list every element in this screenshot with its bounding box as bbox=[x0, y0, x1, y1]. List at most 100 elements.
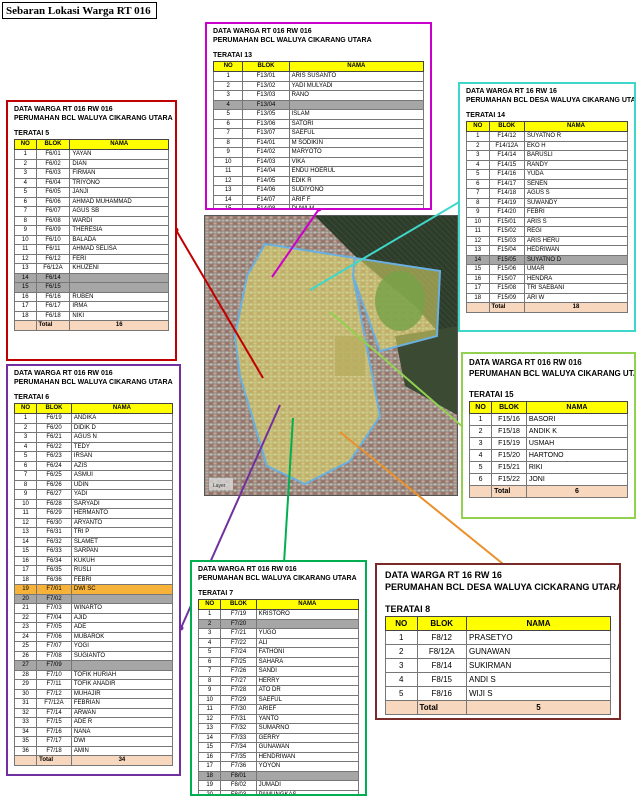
cell-nama: ASMUI bbox=[70, 470, 174, 481]
cell-blok: F14/04 bbox=[242, 166, 290, 177]
cell-nama: NANA bbox=[70, 726, 174, 737]
table-row: 11 F7/30 ARIEF bbox=[197, 704, 360, 715]
cell-no: 12 bbox=[466, 235, 490, 246]
table-row: 2 F7/20 bbox=[197, 618, 360, 629]
table-row: 15 F14/08 DUWI M bbox=[212, 204, 425, 208]
cell-nama: FEBRI bbox=[70, 574, 174, 585]
cell-nama bbox=[70, 593, 174, 604]
cell-blok: F8/01 bbox=[220, 770, 257, 781]
col-no: NO bbox=[212, 61, 244, 72]
cell-no: 5 bbox=[197, 647, 222, 658]
col-no: NO bbox=[468, 401, 493, 414]
cell-nama: M SODIKIN bbox=[288, 137, 425, 148]
panel-teratai-6: DATA WARGA RT 016 RW 016 PERUMAHAN BCL W… bbox=[6, 364, 181, 776]
cell-blok: F8/16 bbox=[416, 686, 467, 701]
cell-no: 15 bbox=[212, 204, 244, 208]
table-row: 8 F14/19 SUWANDY bbox=[466, 197, 629, 208]
table-row: 3 F14/14 BARUSLI bbox=[466, 150, 629, 161]
table-row: 27 F7/09 bbox=[13, 660, 174, 671]
cell-nama: RANDY bbox=[523, 159, 629, 170]
cell-no: 3 bbox=[13, 432, 38, 443]
cell-blok: F14/08 bbox=[242, 204, 290, 208]
cell-no: 16 bbox=[13, 555, 38, 566]
cell-nama: GERRY bbox=[255, 732, 360, 743]
cell-no: 7 bbox=[212, 128, 244, 139]
cell-no: 5 bbox=[13, 451, 38, 462]
cell-blok: F6/01 bbox=[35, 149, 71, 160]
cell-no: 21 bbox=[13, 603, 38, 614]
table-row: 12 F14/05 EDIK R bbox=[212, 175, 425, 186]
cell-blok: F6/14 bbox=[35, 272, 71, 283]
cell-nama: WINARTO bbox=[70, 603, 174, 614]
table-row: 7 F7/26 SANDI bbox=[197, 666, 360, 677]
cell-nama: TOFIK HURIAH bbox=[70, 669, 174, 680]
cell-nama: KHUZENI bbox=[69, 263, 169, 274]
cell-no: 7 bbox=[197, 666, 222, 677]
cell-blok: F7/32 bbox=[220, 723, 257, 734]
cell-blok: F7/33 bbox=[220, 732, 257, 743]
cell-blok: F15/16 bbox=[491, 413, 527, 426]
cell-no: 1 bbox=[466, 131, 490, 142]
cell-nama: YOGI bbox=[70, 641, 174, 652]
cell-nama: FERI bbox=[69, 253, 169, 264]
col-blok: BLOK bbox=[416, 616, 467, 631]
table-row: 4 F8/15 ANDI S bbox=[385, 672, 611, 687]
cell-no: 13 bbox=[197, 723, 222, 734]
col-nama: NAMA bbox=[255, 599, 360, 610]
cell-no: 2 bbox=[385, 644, 418, 659]
cell-blok: F14/18 bbox=[488, 188, 525, 199]
table-row: 1 F6/19 ANDIKA bbox=[13, 413, 174, 424]
teratai-label: TERATAI 13 bbox=[213, 52, 253, 59]
table-row: 13 F15/04 HEDRIWAN bbox=[466, 245, 629, 256]
cell-no: 4 bbox=[468, 449, 493, 462]
panel-subheading: PERUMAHAN BCL DESA WALUYA CICKARANG UTAR… bbox=[385, 582, 621, 592]
table-row: 17 F6/17 IRMA bbox=[14, 301, 169, 312]
cell-blok: F7/12A bbox=[36, 698, 72, 709]
cell-blok: F6/35 bbox=[36, 565, 72, 576]
table-row: 10 F6/10 BALADA bbox=[14, 234, 169, 245]
teratai-label: TERATAI 8 bbox=[385, 604, 431, 614]
cell-blok: F6/34 bbox=[36, 555, 72, 566]
cell-no: 6 bbox=[14, 196, 37, 207]
table-row: 12 F6/30 ARYANTO bbox=[13, 517, 174, 528]
cell-blok: F15/21 bbox=[491, 461, 527, 474]
cell-nama: RANO bbox=[288, 90, 425, 101]
table-row: 10 F6/28 SARYADI bbox=[13, 498, 174, 509]
cell-blok: F6/15 bbox=[35, 282, 71, 293]
cell-no: 17 bbox=[13, 565, 38, 576]
cell-blok: F15/02 bbox=[488, 226, 525, 237]
cell-nama: ATO DR bbox=[255, 685, 360, 696]
table-row: 5 F15/21 RIKI bbox=[468, 461, 629, 474]
cell-nama: SAEFUL bbox=[288, 128, 425, 139]
cell-no: 18 bbox=[13, 574, 38, 585]
panel-heading: DATA WARGA RT 016 RW 016 bbox=[469, 358, 582, 367]
table-row: 8 F7/27 HERRY bbox=[197, 675, 360, 686]
cell-blok: F7/17 bbox=[36, 736, 72, 747]
satellite-map[interactable]: Layer bbox=[204, 215, 458, 496]
cell-nama: BARUSLI bbox=[523, 150, 629, 161]
table-row: 4 F13/04 bbox=[212, 99, 425, 110]
cell-nama: EKO H bbox=[523, 140, 629, 151]
table-row: 4 F6/04 TRIYONO bbox=[14, 177, 169, 188]
table-row: 33 F7/15 ADE R bbox=[13, 717, 174, 728]
total-value: 6 bbox=[525, 485, 629, 498]
table-row: 1 F8/12 PRASETYO bbox=[385, 630, 611, 645]
teratai-label: TERATAI 6 bbox=[14, 394, 50, 401]
table-row: 15 F15/06 UMAR bbox=[466, 264, 629, 275]
resident-table: NO BLOK NAMA 1 F13/01 ARIS SUSANTO 2 F13/02 Y… bbox=[212, 61, 425, 208]
table-row: 14 F14/07 ARIF F bbox=[212, 194, 425, 205]
table-row: 8 F14/01 M SODIKIN bbox=[212, 137, 425, 148]
cell-nama: GUNAWAN bbox=[255, 742, 360, 753]
table-row: 36 F7/18 AMIN bbox=[13, 745, 174, 756]
cell-blok: F15/09 bbox=[488, 292, 525, 303]
cell-no: 5 bbox=[212, 109, 244, 120]
cell-no: 22 bbox=[13, 612, 38, 623]
total-label: Total bbox=[488, 302, 525, 313]
cell-no: 4 bbox=[197, 637, 222, 648]
cell-nama: HENDRIWAN bbox=[255, 751, 360, 762]
table-row: 6 F6/06 AHMAD MUHAMMAD bbox=[14, 196, 169, 207]
cell-blok: F14/16 bbox=[488, 169, 525, 180]
cell-no: 16 bbox=[14, 291, 37, 302]
cell-no: 2 bbox=[466, 140, 490, 151]
cell-no: 13 bbox=[14, 263, 37, 274]
